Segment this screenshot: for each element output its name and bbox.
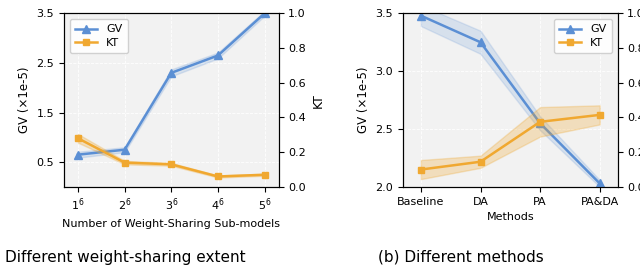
Line: GV: GV: [74, 10, 268, 159]
KT: [596, 113, 604, 116]
Line: KT: KT: [75, 135, 268, 180]
Y-axis label: KT: KT: [312, 93, 324, 108]
Text: (a) Different weight-sharing extent: (a) Different weight-sharing extent: [0, 250, 245, 265]
KT: [477, 160, 484, 163]
Legend: GV, KT: GV, KT: [554, 19, 612, 53]
KT: [417, 168, 425, 171]
Legend: GV, KT: GV, KT: [70, 19, 128, 53]
GV: [121, 148, 129, 151]
Y-axis label: GV (×1e-5): GV (×1e-5): [18, 67, 31, 134]
GV: [74, 153, 82, 156]
KT: [214, 175, 222, 178]
Line: GV: GV: [417, 12, 604, 187]
GV: [214, 54, 222, 57]
GV: [417, 14, 425, 17]
X-axis label: Number of Weight-Sharing Sub-models: Number of Weight-Sharing Sub-models: [62, 219, 280, 229]
GV: [596, 182, 604, 185]
KT: [168, 163, 175, 166]
GV: [477, 41, 484, 44]
GV: [260, 12, 268, 15]
Y-axis label: GV (×1e-5): GV (×1e-5): [357, 67, 370, 134]
KT: [74, 137, 82, 140]
KT: [536, 120, 544, 123]
Line: KT: KT: [418, 112, 603, 173]
KT: [121, 161, 129, 164]
GV: [536, 122, 544, 125]
KT: [260, 173, 268, 176]
X-axis label: Methods: Methods: [486, 212, 534, 222]
Text: (b) Different methods: (b) Different methods: [378, 250, 543, 265]
GV: [168, 71, 175, 74]
